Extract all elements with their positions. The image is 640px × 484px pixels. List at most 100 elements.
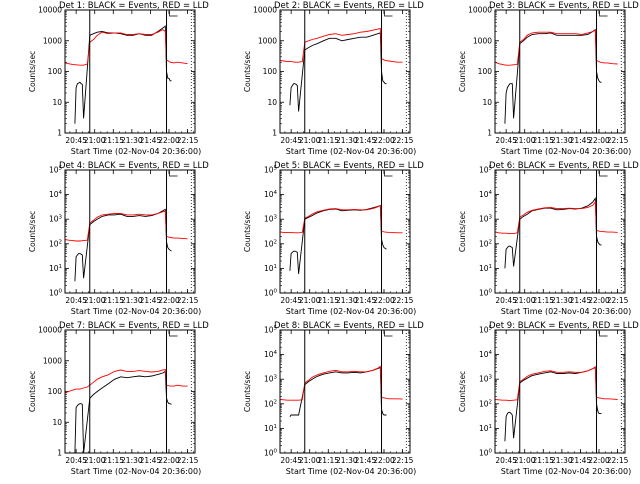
chart-title: Det 4: BLACK = Events, RED = LLD (59, 161, 209, 171)
y-tick-label: 101 (264, 424, 277, 433)
y-tick-label: 105 (479, 326, 493, 335)
chart-title: Det 6: BLACK = Events, RED = LLD (489, 161, 639, 171)
corner-bracket-mark (384, 331, 393, 337)
y-tick-label: 10 (52, 98, 62, 107)
chart-title: Det 3: BLACK = Events, RED = LLD (489, 1, 639, 11)
x-tick-label: 22:15 (177, 456, 199, 465)
plot-frame (494, 9, 626, 134)
y-tick-label: 101 (49, 264, 62, 273)
y-axis-label: Counts/sec (243, 371, 252, 412)
x-tick-label: 20:45 (65, 136, 87, 145)
x-tick-label: 20:45 (495, 456, 517, 465)
x-tick-label: 21:15 (532, 136, 554, 145)
x-tick-label: 21:45 (355, 456, 377, 465)
x-tick-label: 22:00 (588, 456, 610, 465)
x-tick-label: 21:30 (121, 456, 143, 465)
y-axis-label: Counts/sec (28, 371, 37, 412)
x-tick-label: 21:00 (84, 296, 106, 305)
y-tick-label: 102 (479, 239, 492, 248)
x-tick-label: 22:00 (158, 456, 180, 465)
chart-title: Det 2: BLACK = Events, RED = LLD (274, 1, 424, 11)
chart-title: Det 5: BLACK = Events, RED = LLD (274, 161, 424, 171)
x-axis-label: Start Time (02-Nov-04 20:36:00) (286, 467, 416, 476)
corner-bracket-mark (599, 11, 608, 17)
plot-frame (279, 9, 411, 134)
y-tick-label: 104 (479, 350, 493, 359)
x-tick-label: 21:45 (140, 456, 162, 465)
chart-title: Det 8: BLACK = Events, RED = LLD (274, 321, 424, 331)
y-tick-label: 100 (48, 67, 63, 76)
series-line-lld-red (280, 27, 403, 63)
x-tick-label: 21:00 (299, 296, 321, 305)
x-tick-label: 22:15 (392, 296, 414, 305)
chart-title: Det 1: BLACK = Events, RED = LLD (59, 1, 209, 11)
x-tick-label: 20:45 (65, 456, 87, 465)
x-tick-label: 21:45 (355, 136, 377, 145)
chart-panel-6: Det 6: BLACK = Events, RED = LLD Counts/s… (458, 161, 639, 316)
y-tick-label: 10000 (38, 326, 62, 335)
y-tick-label: 100 (263, 67, 278, 76)
x-tick-label: 22:00 (373, 136, 395, 145)
x-axis-label: Start Time (02-Nov-04 20:36:00) (286, 147, 416, 156)
x-tick-label: 20:45 (65, 296, 87, 305)
y-tick-label: 1 (487, 129, 492, 138)
y-tick-label: 10 (267, 98, 277, 107)
y-tick-label: 10000 (253, 6, 277, 15)
x-tick-label: 21:00 (514, 296, 536, 305)
series-line-lld-red (65, 210, 188, 242)
x-axis-label: Start Time (02-Nov-04 20:36:00) (501, 467, 631, 476)
y-tick-label: 102 (49, 239, 62, 248)
y-tick-label: 103 (264, 375, 278, 384)
corner-bracket-mark (599, 171, 608, 177)
y-tick-label: 102 (479, 399, 492, 408)
x-tick-label: 21:15 (317, 296, 339, 305)
corner-bracket-mark (169, 331, 178, 337)
y-tick-label: 104 (479, 190, 493, 199)
corner-bracket-mark (384, 11, 393, 17)
y-tick-label: 1000 (473, 36, 492, 45)
y-axis-label: Counts/sec (243, 51, 252, 92)
chart-panel-7: Det 7: BLACK = Events, RED = LLD Counts/s… (28, 321, 209, 476)
corner-bracket-mark (599, 331, 608, 337)
x-axis-label: Start Time (02-Nov-04 20:36:00) (501, 147, 631, 156)
x-tick-label: 22:00 (158, 136, 180, 145)
plot-frame (64, 9, 196, 134)
x-tick-label: 21:45 (570, 136, 592, 145)
x-axis-label: Start Time (02-Nov-04 20:36:00) (286, 307, 416, 316)
y-tick-label: 100 (479, 449, 493, 458)
x-tick-label: 22:00 (373, 296, 395, 305)
y-tick-label: 100 (479, 289, 493, 298)
x-tick-label: 21:30 (336, 296, 358, 305)
y-tick-label: 101 (264, 264, 277, 273)
x-tick-label: 21:15 (317, 456, 339, 465)
x-tick-label: 22:15 (392, 136, 414, 145)
x-tick-label: 22:00 (588, 296, 610, 305)
x-tick-label: 21:15 (532, 456, 554, 465)
y-tick-label: 105 (49, 166, 63, 175)
series-line-lld-red (495, 200, 618, 235)
x-tick-label: 21:45 (570, 296, 592, 305)
y-tick-label: 10000 (38, 6, 62, 15)
chart-panel-3: Det 3: BLACK = Events, RED = LLD Counts/s… (458, 1, 639, 156)
x-tick-label: 22:00 (373, 456, 395, 465)
x-tick-label: 22:15 (392, 456, 414, 465)
x-tick-label: 20:45 (280, 456, 302, 465)
y-tick-label: 104 (49, 190, 63, 199)
y-tick-label: 10000 (468, 6, 492, 15)
y-axis-label: Counts/sec (458, 371, 467, 412)
corner-bracket-mark (384, 171, 393, 177)
y-tick-label: 104 (264, 190, 278, 199)
x-tick-label: 21:15 (102, 136, 124, 145)
plot-frame (494, 329, 626, 454)
plot-frame (494, 169, 626, 294)
y-tick-label: 105 (264, 166, 278, 175)
series-line-lld-red (495, 365, 618, 402)
y-tick-label: 103 (264, 215, 278, 224)
series-line-lld-red (65, 368, 188, 394)
chart-title: Det 9: BLACK = Events, RED = LLD (489, 321, 639, 331)
x-tick-label: 21:30 (121, 136, 143, 145)
plot-frame (64, 169, 196, 294)
y-tick-label: 101 (479, 264, 492, 273)
x-tick-label: 21:30 (121, 296, 143, 305)
corner-bracket-mark (169, 11, 178, 17)
